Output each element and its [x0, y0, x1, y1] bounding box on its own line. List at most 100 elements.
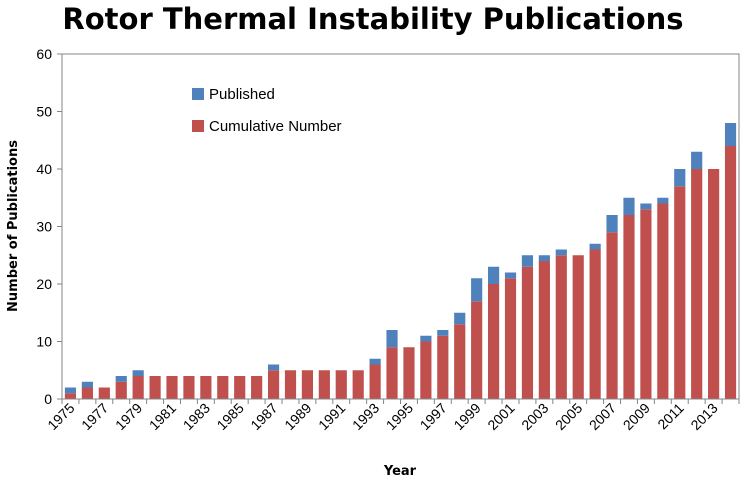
- x-tick-label-1981: 1981: [146, 400, 179, 433]
- bar-cumulative-2000: [488, 284, 500, 399]
- bar-cumulative-1976: [81, 387, 93, 399]
- bar-published-2014: [724, 123, 737, 146]
- y-tick-label-20: 20: [36, 276, 52, 292]
- y-tick-label-10: 10: [36, 334, 52, 350]
- x-tick-label-1985: 1985: [213, 400, 246, 433]
- bar-cumulative-2007: [606, 232, 618, 399]
- bar-published-2002: [521, 255, 534, 267]
- y-axis: 0 10 20 30 40 50 60: [36, 46, 63, 407]
- bar-cumulative-1985: [234, 376, 246, 399]
- bar-cumulative-2011: [674, 186, 686, 399]
- bar-cumulative-2014: [724, 146, 737, 399]
- bar-published-2003: [538, 255, 550, 261]
- x-tick-label-1987: 1987: [247, 400, 280, 433]
- x-tick-label-2001: 2001: [484, 400, 517, 433]
- legend-swatch-0: [192, 88, 204, 100]
- bar-cumulative-2004: [555, 255, 567, 399]
- bar-cumulative-1988: [284, 370, 297, 399]
- bar-cumulative-2013: [708, 169, 720, 399]
- plot-area: [61, 53, 740, 400]
- bar-cumulative-2002: [521, 266, 534, 399]
- x-tick-label-1999: 1999: [450, 400, 483, 433]
- bar-cumulative-1999: [471, 301, 483, 399]
- x-tick-label-2009: 2009: [620, 400, 653, 433]
- x-tick-label-2005: 2005: [552, 400, 585, 433]
- bar-cumulative-1998: [454, 324, 466, 399]
- x-tick-label-2003: 2003: [518, 400, 551, 433]
- x-axis-title: Year: [383, 464, 417, 479]
- x-tick-label-2011: 2011: [654, 400, 687, 433]
- y-tick-label-0: 0: [44, 391, 52, 407]
- y-axis-title: Number of Publications: [6, 140, 21, 312]
- bar-cumulative-1997: [437, 335, 449, 399]
- bar-cumulative-2012: [691, 169, 703, 399]
- x-tick-label-2013: 2013: [687, 400, 720, 433]
- bar-published-1975: [64, 387, 77, 394]
- y-tick-label-60: 60: [36, 46, 52, 62]
- legend: Published Cumulative Number: [192, 86, 342, 135]
- bar-published-2007: [606, 215, 618, 233]
- x-tick-label-2007: 2007: [586, 400, 619, 433]
- chart-title: Rotor Thermal Instability Publications: [62, 2, 684, 36]
- bar-cumulative-2008: [623, 215, 635, 399]
- bar-published-2000: [488, 266, 500, 284]
- bar-cumulative-1977: [98, 387, 110, 399]
- bar-published-2004: [555, 249, 567, 256]
- bar-published-1996: [420, 335, 432, 342]
- legend-label-1: Cumulative Number: [209, 118, 342, 135]
- bar-cumulative-1995: [403, 347, 415, 399]
- legend-swatch-1: [192, 120, 204, 132]
- bar-cumulative-2003: [538, 261, 550, 399]
- bar-cumulative-2001: [504, 278, 517, 399]
- bar-published-1976: [81, 381, 93, 388]
- y-tick-label-50: 50: [36, 104, 52, 120]
- bar-published-2006: [589, 243, 601, 250]
- bar-cumulative-1992: [352, 370, 364, 399]
- bar-cumulative-2006: [589, 249, 601, 399]
- plot-frame: [61, 53, 740, 400]
- bar-cumulative-1994: [386, 347, 398, 399]
- bar-published-1994: [386, 330, 398, 348]
- x-axis: 1975 1977 1979 1981 1983 1985 1987 1989 1991 1993…: [44, 398, 740, 433]
- bar-cumulative-1986: [251, 376, 263, 399]
- bar-cumulative-1981: [166, 376, 178, 399]
- bar-published-2009: [640, 203, 652, 210]
- bar-cumulative-1996: [420, 341, 432, 399]
- bar-cumulative-1975: [64, 393, 77, 399]
- bar-published-2001: [504, 272, 517, 279]
- bar-published-1979: [132, 370, 144, 376]
- bar-published-1997: [437, 330, 449, 336]
- x-tick-label-1979: 1979: [112, 400, 145, 433]
- bar-cumulative-1990: [318, 370, 330, 399]
- bar-published-1993: [369, 358, 381, 365]
- bar-published-1998: [454, 312, 466, 325]
- x-tick-label-1991: 1991: [315, 400, 348, 433]
- bar-published-2011: [674, 169, 686, 187]
- bar-cumulative-1979: [132, 376, 144, 399]
- bars-group: [64, 123, 737, 399]
- bar-published-2010: [657, 197, 669, 204]
- bar-cumulative-1989: [301, 370, 313, 399]
- y-tick-label-40: 40: [36, 161, 52, 177]
- bar-cumulative-1982: [183, 376, 195, 399]
- y-tick-label-30: 30: [36, 219, 52, 235]
- x-tick-label-1977: 1977: [78, 400, 111, 433]
- bar-cumulative-2009: [640, 209, 652, 399]
- x-tick-label-1995: 1995: [383, 400, 416, 433]
- x-tick-label-1997: 1997: [417, 400, 450, 433]
- bar-cumulative-1993: [369, 364, 381, 399]
- bar-cumulative-2010: [657, 203, 669, 399]
- bar-cumulative-1991: [335, 370, 347, 399]
- bar-published-2012: [691, 151, 703, 169]
- x-tick-label-1993: 1993: [349, 400, 382, 433]
- bar-cumulative-1983: [200, 376, 212, 399]
- bar-cumulative-1980: [149, 376, 161, 399]
- bar-cumulative-1984: [217, 376, 229, 399]
- bar-cumulative-2005: [572, 255, 584, 399]
- bar-published-1978: [115, 376, 127, 382]
- bar-published-1987: [267, 364, 280, 371]
- bar-published-2008: [623, 197, 635, 215]
- bar-published-1999: [471, 278, 483, 302]
- bar-cumulative-1987: [267, 370, 280, 399]
